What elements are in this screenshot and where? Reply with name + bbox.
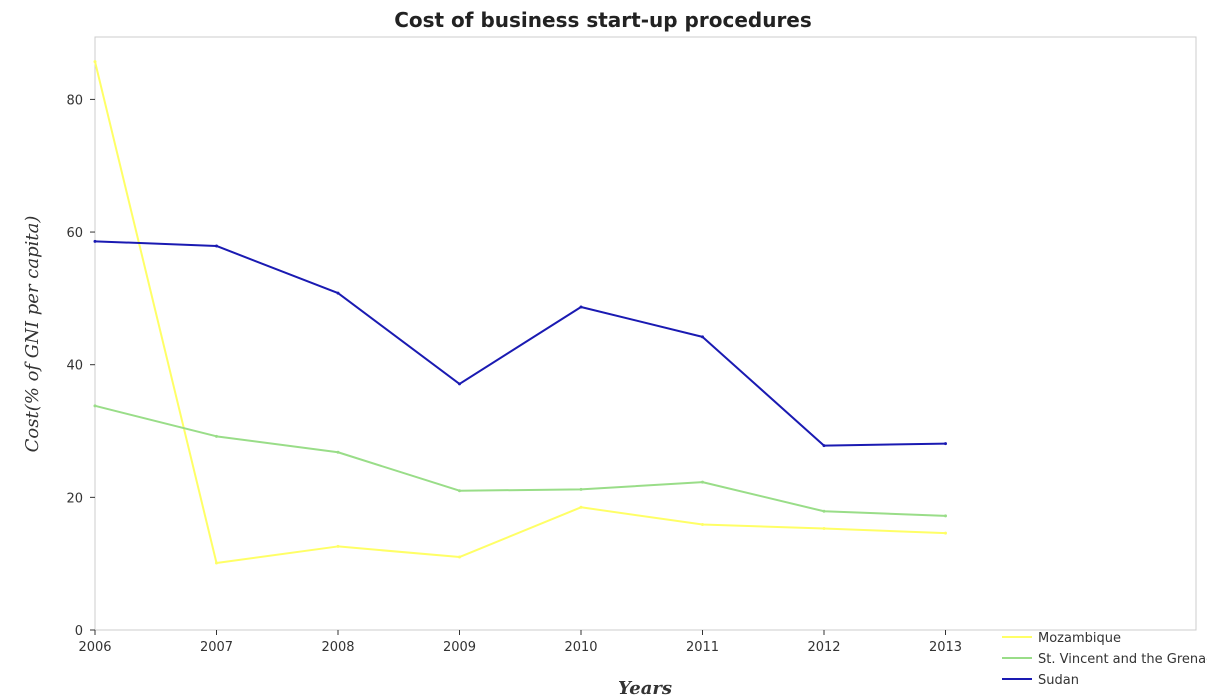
series-layer [93,60,947,565]
x-axis: 2006 2007 2008 2009 2010 2011 2012 2013 [78,630,962,655]
data-point [701,335,704,339]
data-point [93,404,97,408]
y-axis-label: Cost(% of GNI per capita) [22,216,43,453]
data-point [458,489,461,493]
data-point [93,60,97,64]
y-axis: 0 20 40 60 80 [66,93,95,639]
x-tick-label: 2012 [807,640,840,655]
x-tick-label: 2008 [321,640,354,655]
x-tick-label: 2013 [929,640,962,655]
data-point [336,291,340,295]
data-point [944,442,947,446]
x-axis-label: Years [618,678,672,699]
x-tick-label: 2006 [78,640,111,655]
y-tick-label: 40 [66,359,83,374]
legend: Mozambique St. Vincent and the Grenadines… [1002,631,1207,688]
plot-area [94,36,1197,631]
data-point [579,305,583,309]
data-point [215,561,218,565]
data-point [701,480,704,484]
data-point [701,523,704,527]
series-line-2 [94,240,946,447]
data-point [579,487,583,491]
data-point [336,450,340,454]
x-tick-label: 2007 [200,640,233,655]
data-point [822,509,826,513]
legend-label: St. Vincent and the Grenadines [1038,652,1207,667]
data-point [579,505,583,509]
data-point [93,239,97,243]
x-tick-label: 2010 [564,640,597,655]
data-point [944,514,947,518]
data-point [944,531,947,535]
series-line-1 [94,404,946,517]
x-tick-label: 2011 [686,640,719,655]
legend-label: Mozambique [1038,631,1121,646]
legend-label: Sudan [1038,673,1079,688]
y-tick-label: 80 [66,93,83,108]
x-tick-label: 2009 [443,640,476,655]
data-point [458,382,461,386]
data-point [336,544,340,548]
y-tick-label: 20 [66,491,83,506]
series-line-0 [94,61,946,565]
data-point [215,244,218,248]
y-tick-label: 0 [75,624,83,639]
chart-title: Cost of business start-up procedures [394,8,812,32]
data-point [822,527,826,531]
data-point [822,444,826,448]
data-point [458,555,461,559]
data-point [215,434,218,438]
y-tick-label: 60 [66,226,83,241]
